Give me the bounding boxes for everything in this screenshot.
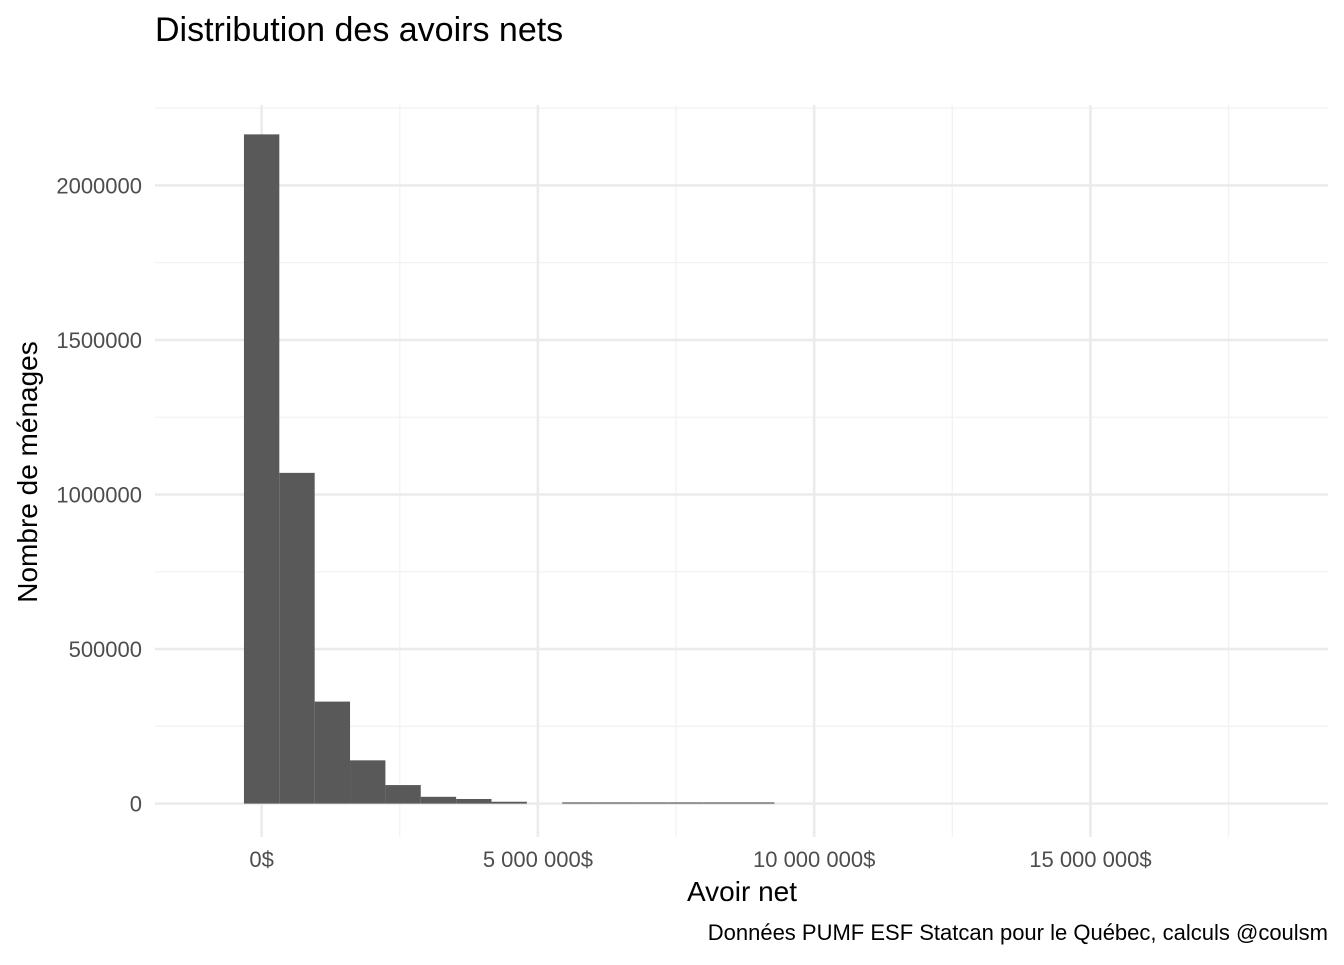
histogram-bar [491,801,527,804]
histogram-bar [597,802,633,804]
x-axis-title: Avoir net [687,876,797,907]
y-tick-label: 500000 [69,637,142,662]
histogram-bar [562,802,598,804]
y-tick-label: 0 [130,792,142,817]
histogram-bar [385,785,421,804]
x-tick-label: 5 000 000$ [483,847,593,872]
y-tick-label: 2000000 [56,173,142,198]
x-tick-label: 15 000 000$ [1029,847,1151,872]
histogram-bar [668,802,704,804]
histogram-bar [350,760,386,804]
x-tick-label: 10 000 000$ [753,847,875,872]
histogram-bar [456,798,492,804]
ticks-layer: 0$ 5 000 000$ 10 000 000$ 15 000 000$ 0 50000… [56,173,1151,872]
chart-title: Distribution des avoirs nets [155,11,563,49]
histogram-bar [243,134,280,804]
histogram-bar [739,802,775,804]
chart-caption: Données PUMF ESF Statcan pour le Québec,… [708,920,1328,945]
y-tick-label: 1000000 [56,482,142,507]
y-tick-label: 1500000 [56,328,142,353]
histogram-bar [420,796,457,804]
histogram-bar [703,802,740,804]
y-axis-title: Nombre de ménages [12,341,43,602]
histogram-bar [632,802,669,804]
histogram-bar [279,472,315,804]
x-tick-label: 0$ [249,847,273,872]
histogram-bar [314,701,351,804]
bars-layer [243,134,775,804]
